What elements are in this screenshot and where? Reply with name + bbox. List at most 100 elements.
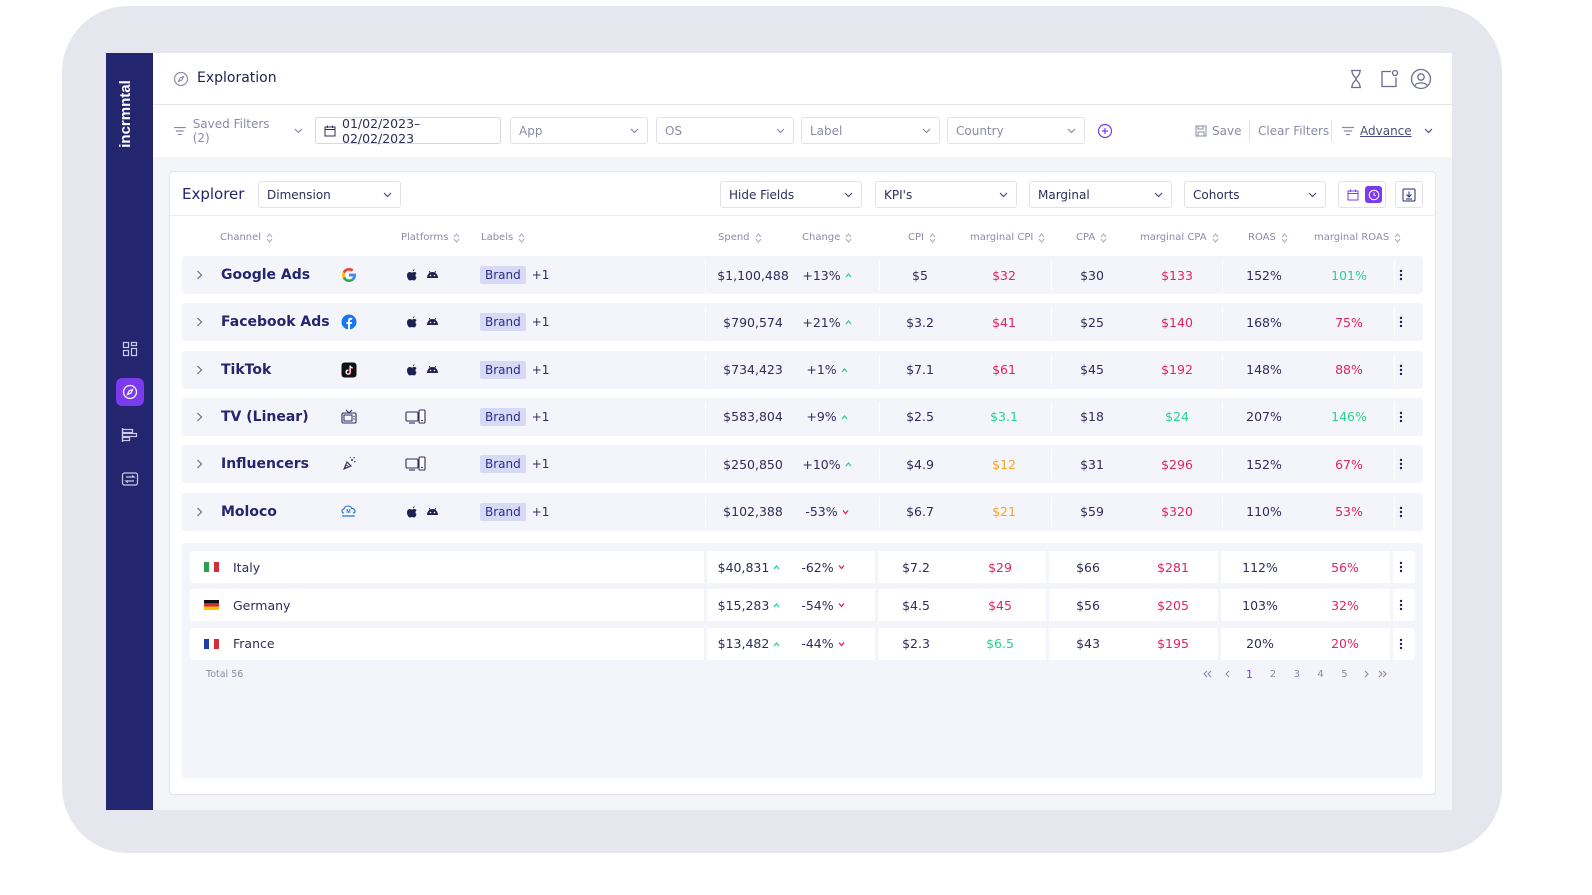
clear-filters-button[interactable]: Clear Filters: [1258, 117, 1329, 144]
table-row[interactable]: Influencers Brand +1 $250,850 +10% $4.9 $12 $31…: [182, 445, 1423, 484]
row-menu-button[interactable]: [1399, 256, 1403, 294]
expand-row-button[interactable]: [196, 303, 203, 341]
platforms-cell: [405, 303, 440, 341]
first-page-button[interactable]: [1202, 667, 1212, 681]
label-extra-count[interactable]: +1: [531, 504, 550, 519]
col-channel-header[interactable]: Channel: [220, 232, 273, 243]
row-menu-button[interactable]: [1399, 303, 1403, 341]
col-labels-header[interactable]: Labels: [481, 232, 525, 243]
col-marginal-cpi-header[interactable]: marginal CPI: [970, 232, 1045, 243]
last-page-button[interactable]: [1378, 667, 1388, 681]
col-platforms-header[interactable]: Platforms: [401, 232, 460, 243]
cpa-cell: $66: [1038, 551, 1138, 583]
expand-row-button[interactable]: [196, 493, 203, 531]
row-menu-button[interactable]: [1399, 493, 1403, 531]
user-avatar-icon[interactable]: [1410, 68, 1432, 90]
column-divider: [1394, 354, 1395, 385]
col-spend-header[interactable]: Spend: [718, 232, 762, 243]
page-1-button[interactable]: 1: [1246, 667, 1253, 681]
prev-page-button[interactable]: [1224, 667, 1231, 681]
row-menu-button[interactable]: [1399, 445, 1403, 483]
spend-cell-value: $13,482: [717, 636, 770, 652]
country-row[interactable]: Germany $15,283 -54% $4.5 $45 $56 $205 103% 32%: [190, 589, 1415, 622]
label-select[interactable]: Label: [801, 117, 940, 144]
table-row[interactable]: Facebook Ads Brand +1 $790,574 +21% $3.2 $41 $2…: [182, 303, 1423, 342]
reports-nav-button[interactable]: [116, 421, 144, 449]
calendar-view-button[interactable]: [1344, 186, 1361, 203]
label-badge[interactable]: Brand: [480, 502, 526, 521]
label-badge[interactable]: Brand: [480, 313, 526, 332]
col-roas-label: ROAS: [1248, 232, 1276, 243]
column-divider: [705, 449, 706, 480]
table-row[interactable]: Google Ads Brand +1 $1,100,488 +13% $5 $32 $30 $…: [182, 256, 1423, 294]
marginal-select[interactable]: Marginal: [1029, 181, 1172, 208]
page-4-button[interactable]: 4: [1317, 667, 1323, 681]
advance-button[interactable]: Advance: [1341, 117, 1433, 144]
cohorts-select[interactable]: Cohorts: [1184, 181, 1326, 208]
row-menu-button[interactable]: [1399, 551, 1403, 583]
apple-icon: [407, 363, 417, 376]
os-select[interactable]: OS: [656, 117, 794, 144]
label-extra-count[interactable]: +1: [531, 457, 550, 472]
page-number-label: 5: [1341, 668, 1348, 680]
label-badge[interactable]: Brand: [480, 407, 526, 426]
page-2-button[interactable]: 2: [1270, 667, 1276, 681]
clock-view-button[interactable]: [1365, 186, 1382, 203]
notification-icon[interactable]: [1379, 69, 1399, 89]
grid-icon: [122, 341, 138, 357]
label-extra-count[interactable]: +1: [531, 409, 550, 424]
col-marginal-roas-header[interactable]: marginal ROAS: [1314, 232, 1401, 243]
platform-icons: [405, 409, 427, 425]
label-badge[interactable]: Brand: [480, 266, 526, 284]
row-menu-button[interactable]: [1399, 398, 1403, 436]
expand-row-button[interactable]: [196, 398, 203, 436]
exploration-nav-button[interactable]: [116, 378, 144, 406]
next-page-button[interactable]: [1363, 667, 1370, 681]
country-select[interactable]: Country: [947, 117, 1085, 144]
hide-fields-select[interactable]: Hide Fields: [720, 181, 862, 208]
app-select[interactable]: App: [510, 117, 648, 144]
label-badge[interactable]: Brand: [480, 455, 526, 474]
date-range-picker[interactable]: 01/02/2023–02/02/2023: [315, 116, 501, 146]
table-row[interactable]: TV (Linear) Brand +1 $583,804 +9% $2.5 $3.1 $18…: [182, 397, 1423, 436]
col-spend-label: Spend: [718, 232, 750, 243]
hourglass-icon[interactable]: [1348, 69, 1364, 89]
col-marginal-cpa-header[interactable]: marginal CPA: [1140, 232, 1219, 243]
row-menu-button[interactable]: [1399, 628, 1403, 660]
page-5-button[interactable]: 5: [1341, 667, 1347, 681]
col-cpa-header[interactable]: CPA: [1076, 232, 1107, 243]
country-row[interactable]: France $13,482 -44% $2.3 $6.5 $43 $195 20% 20%: [190, 627, 1415, 660]
col-cpi-header[interactable]: CPI: [908, 232, 936, 243]
col-change-header[interactable]: Change: [802, 232, 852, 243]
page-3-button[interactable]: 3: [1294, 667, 1300, 681]
dimension-select[interactable]: Dimension: [258, 181, 401, 208]
download-button[interactable]: [1395, 181, 1423, 208]
row-menu-button[interactable]: [1399, 589, 1403, 621]
label-badge[interactable]: Brand: [480, 360, 526, 379]
col-roas-header[interactable]: ROAS: [1248, 232, 1288, 243]
cpi-cell: $4.5: [866, 589, 966, 621]
integrations-nav-button[interactable]: [116, 465, 144, 493]
label-extra-count[interactable]: +1: [531, 315, 550, 330]
country-row[interactable]: Italy $40,831 -62% $7.2 $29 $66 $281 112% 56%: [190, 551, 1415, 583]
saved-filters-dropdown[interactable]: Saved Filters (2): [173, 117, 303, 145]
table-row[interactable]: Moloco M Brand +1 $102,388 -53% $6.7 $21 $59 $320…: [182, 492, 1423, 531]
expand-row-button[interactable]: [196, 351, 203, 389]
dashboard-nav-button[interactable]: [116, 335, 144, 363]
add-filter-button[interactable]: [1097, 117, 1115, 144]
save-button[interactable]: Save: [1195, 117, 1241, 144]
expand-row-button[interactable]: [196, 445, 203, 483]
spend-cell-value: $102,388: [723, 504, 783, 519]
column-divider: [1222, 307, 1223, 338]
expand-row-button[interactable]: [196, 256, 203, 294]
labels-cell: Brand +1: [480, 445, 549, 483]
label-extra-count[interactable]: +1: [531, 268, 550, 282]
table-row[interactable]: TikTok Brand +1 $734,423 +1% $7.1 $61 $45 $192 14…: [182, 350, 1423, 389]
labels-cell: Brand +1: [480, 493, 549, 531]
chevron-right-icon: [197, 412, 203, 422]
label-extra-count[interactable]: +1: [531, 362, 550, 377]
row-menu-button[interactable]: [1399, 351, 1403, 389]
sort-icon: [845, 232, 852, 243]
kpis-select[interactable]: KPI's: [875, 181, 1017, 208]
marginal-roas-cell: 146%: [1299, 398, 1399, 436]
